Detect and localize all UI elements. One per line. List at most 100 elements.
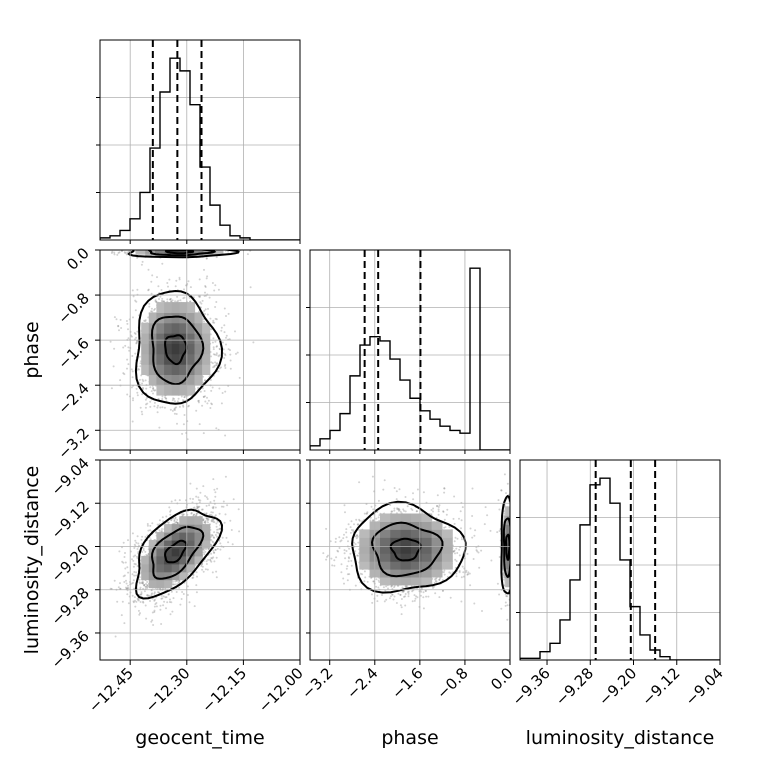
scatter-point: [131, 289, 134, 292]
scatter-point: [169, 298, 172, 301]
scatter-point: [116, 600, 119, 603]
scatter-point: [213, 321, 216, 324]
scatter-point: [124, 567, 127, 570]
scatter-point: [144, 379, 147, 382]
scatter-point: [123, 373, 126, 376]
density-cell: [186, 524, 196, 533]
scatter-point: [223, 357, 226, 359]
scatter-point: [218, 367, 221, 370]
scatter-point: [140, 245, 142, 247]
scatter-point: [125, 253, 128, 256]
scatter-point: [201, 568, 204, 571]
scatter-point: [175, 413, 178, 415]
density-cell: [202, 364, 211, 375]
scatter-point: [134, 539, 137, 542]
scatter-point: [354, 535, 357, 538]
density-cell: [194, 247, 204, 249]
scatter-point: [125, 579, 127, 582]
scatter-point: [158, 426, 161, 429]
scatter-point: [150, 292, 153, 295]
scatter-point: [138, 576, 141, 579]
density-cell: [135, 252, 146, 254]
scatter-point: [167, 461, 169, 463]
scatter-point: [138, 582, 141, 585]
scatter-point: [141, 582, 144, 585]
density-cell: [155, 250, 166, 252]
scatter-point: [223, 521, 226, 524]
scatter-point: [170, 500, 173, 503]
scatter-point: [202, 247, 204, 249]
scatter-point: [214, 514, 217, 517]
contour-level-2: [127, 250, 240, 259]
scatter-point: [150, 390, 153, 393]
scatter-point: [212, 337, 215, 340]
scatter-point: [153, 309, 156, 311]
scatter-point: [212, 541, 215, 544]
scatter-point: [397, 592, 400, 595]
scatter-point: [149, 405, 152, 408]
scatter-point: [215, 354, 218, 356]
scatter-point: [219, 542, 222, 545]
scatter-point: [166, 601, 169, 604]
scatter-point: [206, 498, 209, 500]
scatter-point: [228, 557, 231, 560]
scatter-point: [114, 635, 117, 638]
scatter-point: [198, 505, 201, 508]
scatter-point: [188, 244, 190, 246]
density-cell: [204, 248, 214, 250]
scatter-point: [124, 252, 127, 255]
scatter-point: [94, 286, 96, 288]
scatter-point: [146, 594, 148, 597]
scatter-point: [215, 531, 218, 534]
scatter-point: [218, 354, 221, 357]
scatter-point: [180, 245, 182, 247]
scatter-point: [190, 511, 193, 514]
scatter-point: [201, 508, 204, 511]
scatter-point: [167, 246, 169, 248]
scatter-point: [131, 420, 134, 423]
scatter-point: [176, 518, 179, 521]
scatter-point: [199, 301, 202, 304]
scatter-point: [212, 519, 215, 521]
scatter-point: [144, 604, 147, 607]
scatter-point: [182, 404, 184, 407]
scatter-point: [145, 403, 147, 406]
scatter-point: [162, 520, 165, 523]
scatter-point: [126, 587, 129, 590]
scatter-point: [130, 335, 133, 338]
scatter-point: [132, 399, 134, 402]
scatter-point: [235, 352, 237, 355]
scatter-point: [113, 347, 116, 350]
scatter-point: [162, 595, 165, 598]
scatter-point: [203, 247, 205, 249]
density-cell: [213, 253, 224, 255]
scatter-point: [197, 386, 200, 389]
scatter-point: [154, 389, 157, 392]
scatter-point: [475, 546, 478, 549]
density-cell: [186, 322, 196, 334]
scatter-point: [176, 246, 178, 248]
scatter-point: [161, 406, 164, 409]
scatter-point: [192, 574, 195, 577]
scatter-point: [142, 386, 144, 389]
scatter-point: [144, 550, 147, 553]
scatter-point: [205, 513, 208, 515]
density-cell: [202, 343, 211, 355]
density-cell: [194, 374, 203, 386]
scatter-point: [127, 602, 130, 605]
scatter-point: [164, 596, 167, 599]
scatter-point: [127, 587, 130, 590]
scatter-point: [176, 295, 179, 298]
scatter-point: [229, 359, 232, 362]
scatter-point: [214, 491, 217, 494]
scatter-point: [196, 506, 199, 509]
scatter-point: [159, 608, 162, 611]
scatter-point: [149, 538, 152, 541]
scatter-point: [123, 574, 126, 577]
histogram-phase: [306, 249, 511, 451]
panel-frame-geocent_time-phase: [99, 249, 301, 451]
density-cell: [156, 374, 165, 386]
scatter-point: [210, 328, 213, 331]
scatter-point: [195, 513, 198, 515]
scatter-point: [151, 310, 154, 313]
